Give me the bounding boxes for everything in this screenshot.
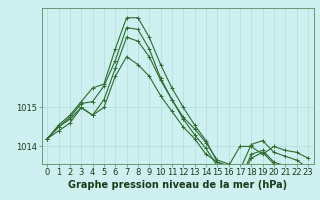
X-axis label: Graphe pression niveau de la mer (hPa): Graphe pression niveau de la mer (hPa): [68, 180, 287, 190]
